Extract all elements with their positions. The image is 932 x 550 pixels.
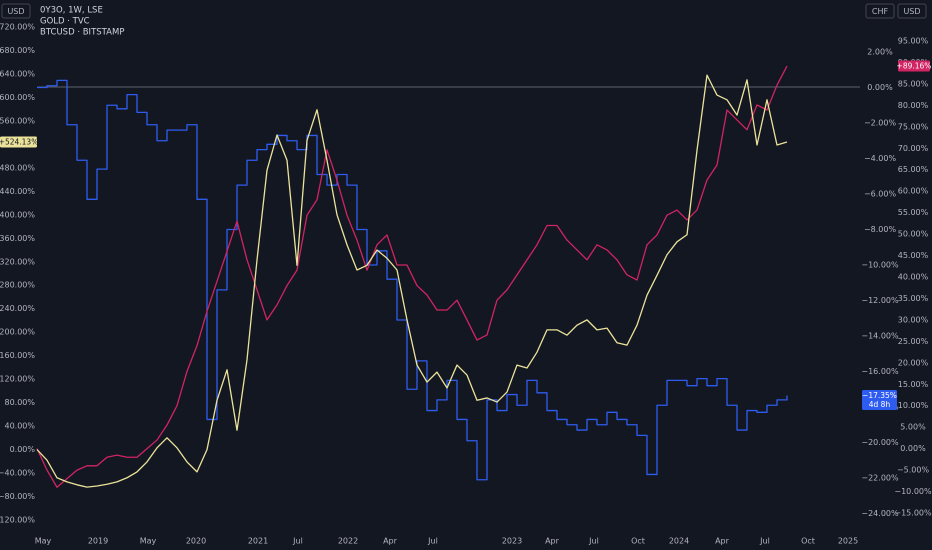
y-tick-label: 95.00%: [898, 36, 929, 45]
y-tick-label: 0.00%: [867, 83, 893, 92]
y-tick-label: 55.00%: [898, 208, 929, 217]
y-tick-label: 560.00%: [0, 116, 35, 125]
last-value-badge: [898, 60, 930, 72]
y-tick-label: 320.00%: [0, 257, 35, 266]
y-tick-label: 2.00%: [867, 48, 893, 57]
x-tick-label: Apr: [715, 537, 730, 546]
x-tick-label: 2024: [669, 537, 689, 546]
y-tick-label: 720.00%: [0, 22, 35, 31]
y-tick-label: −20.00%: [861, 438, 899, 447]
y-tick-label: 10.00%: [898, 401, 929, 410]
axis-unit-box[interactable]: [897, 3, 927, 19]
y-tick-label: 5.00%: [900, 423, 926, 432]
y-tick-label: 15.00%: [898, 380, 929, 389]
y-tick-label: 80.00%: [898, 101, 929, 110]
x-tick-label: Jul: [292, 537, 303, 546]
y-tick-label: 85.00%: [898, 79, 929, 88]
x-tick-label: Apr: [383, 537, 398, 546]
x-tick-label: 2020: [186, 537, 206, 546]
y-tick-label: 0.00%: [10, 445, 36, 454]
x-tick-label: Jul: [759, 537, 770, 546]
y-tick-label: −120.00%: [0, 516, 35, 525]
y-tick-label: 60.00%: [898, 187, 929, 196]
y-tick-label: 160.00%: [0, 351, 35, 360]
y-tick-label: 120.00%: [0, 375, 35, 384]
series-line: [37, 79, 788, 481]
y-tick-label: −8.00%: [864, 225, 897, 234]
x-tick-label: Jul: [427, 537, 438, 546]
x-tick-label: Oct: [631, 537, 645, 546]
x-tick-label: May: [35, 537, 52, 546]
x-tick-label: Jul: [588, 537, 599, 546]
y-tick-label: 440.00%: [0, 187, 35, 196]
series-line: [36, 65, 788, 488]
last-value-label: +524.13%: [0, 137, 38, 146]
y-tick-label: 240.00%: [0, 304, 35, 313]
y-tick-label: 0.00%: [900, 444, 926, 453]
x-tick-label: 2025: [838, 537, 858, 546]
x-tick-label: May: [140, 537, 157, 546]
y-tick-label: 50.00%: [898, 230, 929, 239]
y-tick-label: −80.00%: [0, 492, 35, 501]
y-tick-label: 65.00%: [898, 165, 929, 174]
y-tick-label: −10.00%: [861, 261, 899, 270]
y-tick-label: −22.00%: [861, 473, 899, 482]
legend-entry[interactable]: GOLD · TVC: [40, 17, 90, 27]
y-tick-label: −4.00%: [864, 154, 897, 163]
x-tick-label: Oct: [801, 537, 815, 546]
x-tick-label: 2019: [88, 537, 108, 546]
y-tick-label: 360.00%: [0, 234, 35, 243]
y-tick-label: −16.00%: [861, 367, 899, 376]
y-tick-label: 35.00%: [898, 294, 929, 303]
x-tick-label: Apr: [545, 537, 560, 546]
y-tick-label: 45.00%: [898, 251, 929, 260]
y-tick-label: 70.00%: [898, 144, 929, 153]
y-tick-label: 30.00%: [898, 315, 929, 324]
x-tick-label: 2023: [502, 537, 522, 546]
axis-unit[interactable]: USD: [903, 7, 920, 16]
last-value-badge: [862, 389, 897, 410]
y-tick-label: −40.00%: [0, 469, 35, 478]
last-value-label: +89.16%: [897, 61, 932, 70]
y-tick-label: −10.00%: [894, 487, 932, 496]
y-tick-label: −14.00%: [861, 331, 899, 340]
y-tick-label: −15.00%: [894, 509, 932, 518]
y-tick-label: −2.00%: [864, 119, 897, 128]
y-tick-label: 400.00%: [0, 210, 35, 219]
y-tick-label: −12.00%: [861, 296, 899, 305]
y-tick-label: 40.00%: [4, 422, 35, 431]
y-tick-label: 680.00%: [0, 46, 35, 55]
y-tick-label: −6.00%: [864, 190, 897, 199]
y-tick-label: 600.00%: [0, 93, 35, 102]
axis-unit-box[interactable]: [865, 3, 895, 19]
axis-unit[interactable]: CHF: [872, 7, 889, 16]
axis-unit[interactable]: USD: [7, 7, 24, 16]
y-tick-label: 40.00%: [898, 272, 929, 281]
y-tick-label: 280.00%: [0, 281, 35, 290]
y-tick-label: 80.00%: [4, 398, 35, 407]
y-tick-label: 75.00%: [898, 122, 929, 131]
last-value-label: −17.35%: [862, 391, 897, 400]
x-tick-label: 2022: [338, 537, 358, 546]
x-tick-label: 2021: [248, 537, 268, 546]
y-tick-label: 480.00%: [0, 163, 35, 172]
y-tick-label: 640.00%: [0, 69, 35, 78]
y-tick-label: −5.00%: [897, 466, 930, 475]
y-tick-label: −24.00%: [861, 509, 899, 518]
legend-entry[interactable]: 0Y3O, 1W, LSE: [40, 6, 103, 16]
legend-entry[interactable]: BTCUSD · BITSTAMP: [40, 28, 124, 38]
y-tick-label: 25.00%: [898, 337, 929, 346]
last-value-badge: [0, 136, 37, 148]
y-tick-label: 200.00%: [0, 328, 35, 337]
y-tick-label: 20.00%: [898, 358, 929, 367]
axis-unit-box[interactable]: [1, 3, 31, 19]
series-line: [36, 74, 788, 488]
countdown-label: 4d 8h: [869, 400, 891, 409]
